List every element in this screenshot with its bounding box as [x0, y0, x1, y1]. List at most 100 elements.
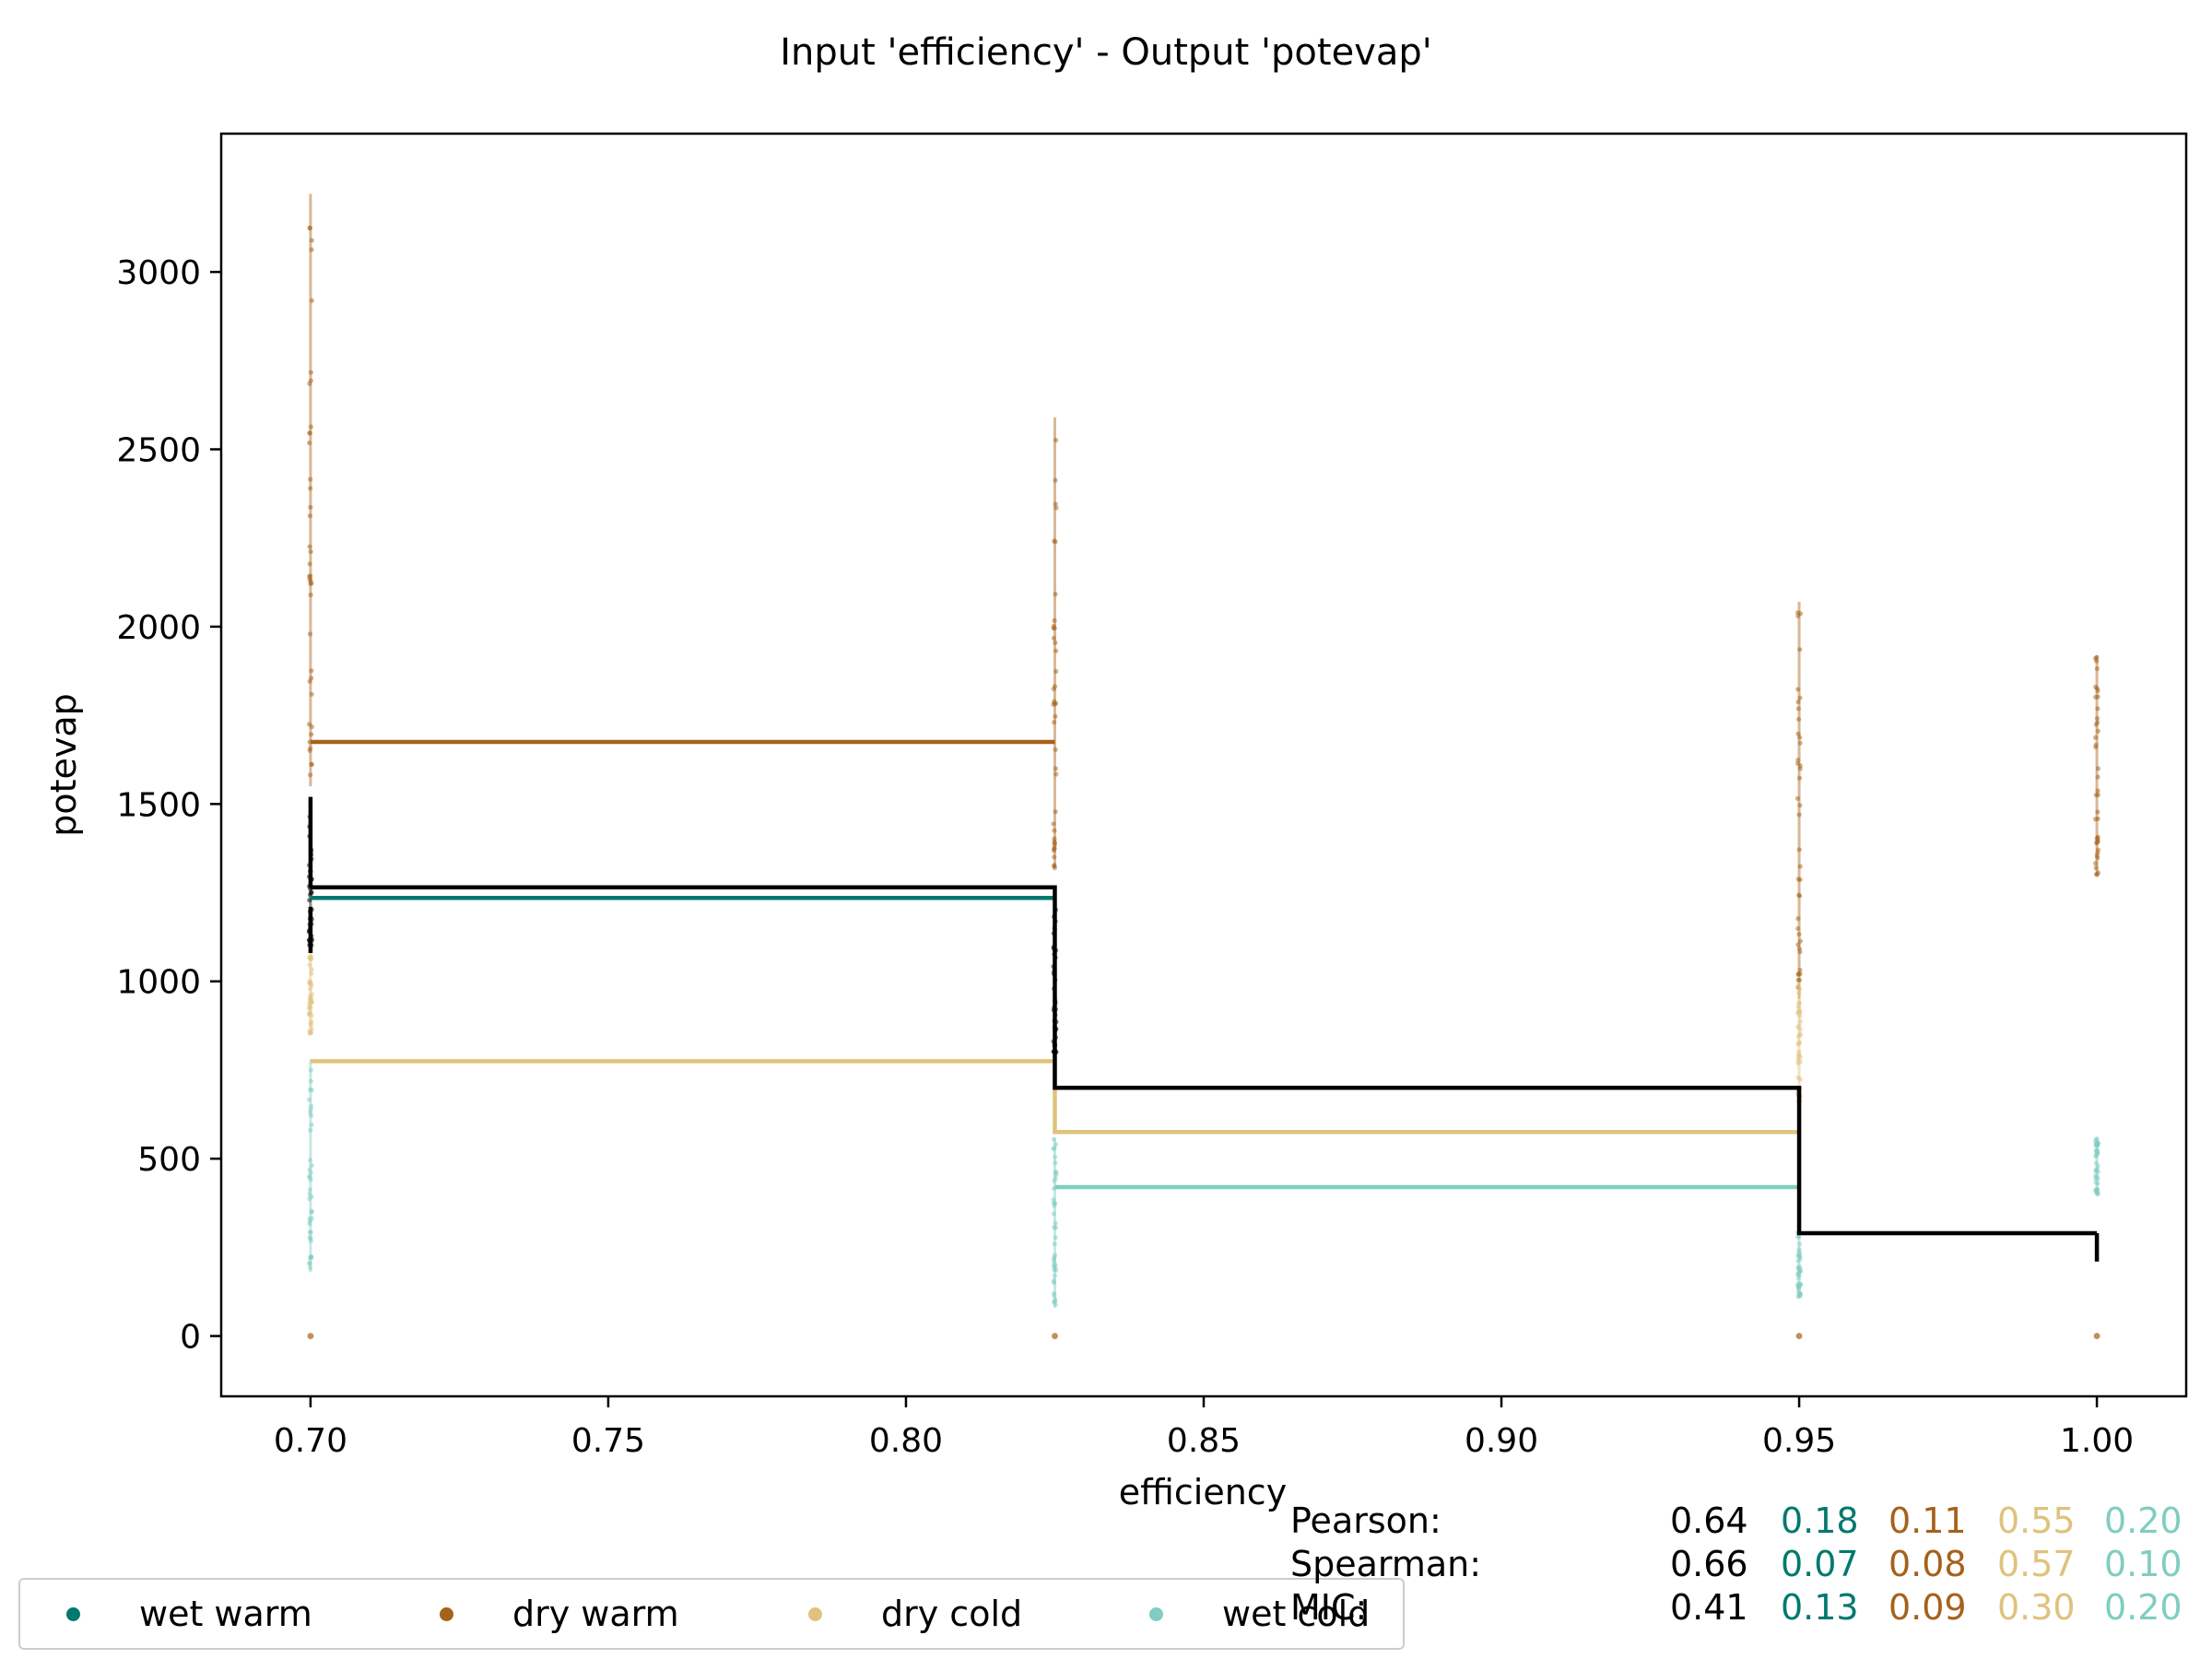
scatter-point: [1053, 1142, 1059, 1147]
scatter-cluster: [1051, 417, 1059, 871]
scatter-point: [2095, 1191, 2100, 1196]
scatter-point: [1053, 700, 1059, 706]
x-tick-label: 0.75: [571, 1422, 645, 1460]
scatter-point: [1795, 925, 1801, 932]
scatter-cluster: [2093, 1135, 2101, 1197]
scatter-point: [1797, 766, 1803, 771]
scatter-cluster: [1795, 981, 1804, 1104]
legend-label: dry warm: [512, 1594, 679, 1634]
scatter-point: [308, 1078, 313, 1084]
scatter-point: [308, 1022, 313, 1028]
legend-item: wet warm: [66, 1580, 312, 1648]
scatter-point: [1794, 795, 1801, 802]
scatter-point: [307, 226, 312, 231]
scatter-point: [309, 581, 314, 586]
scatter-point: [1795, 706, 1801, 712]
legend-marker: [66, 1606, 80, 1621]
scatter-point: [306, 1173, 312, 1180]
scatter-point: [1795, 731, 1801, 736]
scatter-point: [1797, 740, 1803, 746]
scatter-point: [1053, 592, 1058, 597]
scatter-point: [309, 1030, 314, 1035]
scatter-point: [1053, 648, 1059, 653]
scatter-point: [1052, 828, 1057, 833]
scatter-point: [1051, 1200, 1057, 1206]
scatter-point: [1796, 946, 1803, 952]
plot-area: [306, 194, 2101, 1339]
scatter-point: [1052, 864, 1057, 869]
scatter-point: [2093, 1169, 2099, 1174]
scatter-point: [308, 1230, 313, 1235]
scatter-point: [1053, 501, 1058, 507]
scatter-point: [308, 1112, 314, 1118]
scatter-point: [309, 992, 314, 997]
scatter-point: [1795, 1053, 1802, 1060]
scatter-point: [1795, 942, 1801, 947]
y-tick-label: 3000: [116, 254, 201, 292]
scatter-point: [309, 668, 314, 674]
scatter-point: [1795, 613, 1801, 618]
scatter-point: [308, 477, 313, 482]
stat-value: 0.20: [2104, 1587, 2183, 1628]
scatter-point: [1795, 877, 1801, 882]
scatter-point: [2095, 1176, 2100, 1182]
scatter-point: [2095, 788, 2100, 794]
stat-value: 0.10: [2104, 1544, 2183, 1584]
scatter-point: [1053, 668, 1059, 675]
y-axis-label: potevap: [43, 693, 84, 837]
zero-point: [1052, 1333, 1058, 1339]
scatter-point: [1795, 977, 1801, 982]
scatter-point: [1797, 1256, 1803, 1262]
scatter-point: [1796, 847, 1802, 853]
scatter-point: [308, 486, 313, 491]
scatter-point: [1053, 1235, 1058, 1241]
scatter-point: [1797, 647, 1803, 653]
scatter-point: [1053, 809, 1058, 815]
scatter-point: [1797, 695, 1803, 700]
stat-value: 0.11: [1888, 1500, 1967, 1541]
zero-point: [1795, 1333, 1803, 1339]
scatter-point: [1053, 1220, 1058, 1226]
scatter-point: [1053, 771, 1059, 777]
scatter-point: [2095, 706, 2100, 712]
scatter-point: [1053, 747, 1058, 752]
x-axis: 0.70 0.75 0.80 0.85 0.90 0.95 1.00: [274, 1396, 2134, 1460]
scatter-point: [1796, 892, 1802, 898]
scatter-point: [306, 1006, 312, 1011]
zero-point: [307, 1333, 314, 1339]
scatter-point: [1051, 1211, 1057, 1217]
scatter-point: [308, 1106, 313, 1112]
scatter-point: [1053, 505, 1059, 511]
scatter-point: [1795, 971, 1801, 977]
scatter-point: [1796, 932, 1802, 937]
plot-frame: [219, 132, 2188, 1398]
scatter-point: [1053, 438, 1059, 443]
scatter-point: [2093, 861, 2099, 866]
stat-value: 0.64: [1670, 1500, 1748, 1541]
scatter-point: [2094, 665, 2100, 672]
scatter-cluster: [1794, 1230, 1804, 1300]
scatter-point: [1052, 618, 1057, 623]
scatter-point: [307, 440, 312, 446]
stat-value: 0.13: [1781, 1587, 1859, 1628]
scatter-point: [306, 1097, 312, 1102]
stat-value: 0.30: [1997, 1587, 2076, 1628]
scatter-point: [1053, 640, 1058, 645]
stat-value: 0.07: [1781, 1544, 1859, 1584]
scatter-point: [309, 1209, 314, 1215]
scatter-point: [308, 378, 313, 383]
scatter-point: [309, 967, 314, 972]
scatter-point: [1052, 1273, 1058, 1278]
scatter-point: [2095, 792, 2100, 798]
scatter-point: [1795, 1041, 1801, 1047]
scatter-point: [307, 1187, 312, 1193]
scatter-point: [1797, 938, 1803, 944]
stat-value: 0.09: [1888, 1587, 1967, 1628]
scatter-point: [1053, 477, 1058, 483]
scatter-point: [309, 1216, 314, 1221]
scatter-point: [1052, 1241, 1057, 1247]
scatter-point: [309, 238, 314, 243]
scatter-point: [1053, 1160, 1058, 1166]
scatter-cluster: [306, 1059, 314, 1273]
scatter-point: [2095, 728, 2100, 734]
